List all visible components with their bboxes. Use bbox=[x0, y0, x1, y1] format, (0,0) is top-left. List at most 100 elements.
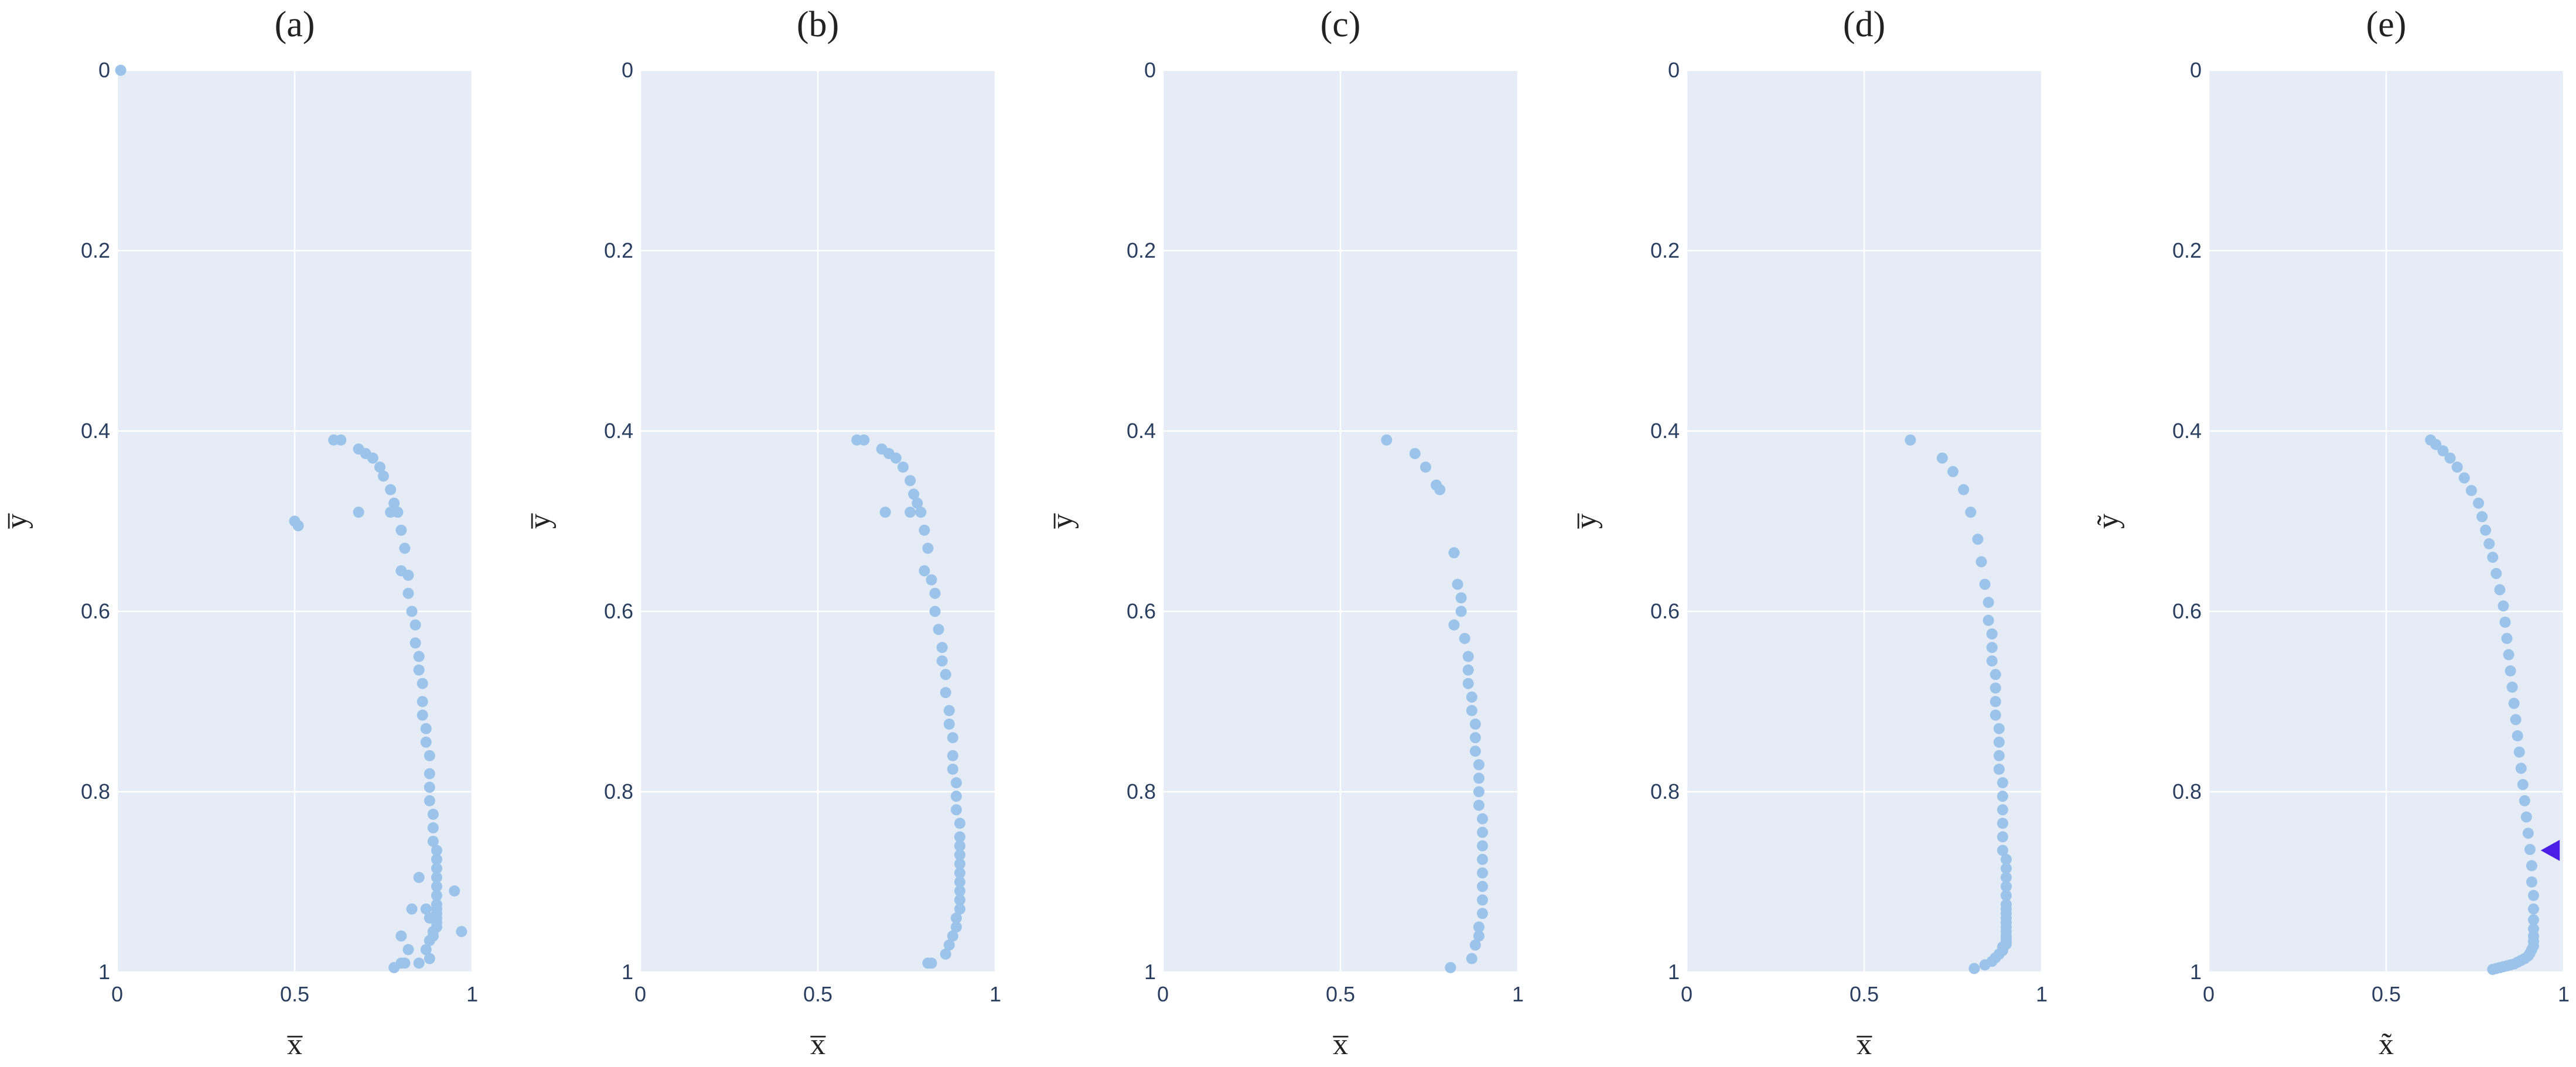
data-point bbox=[388, 962, 400, 973]
data-point bbox=[1473, 759, 1485, 771]
x-tick-label: 1 bbox=[990, 982, 1001, 1006]
panel-c: (c) x̅ y̅ 0 0.5 100.20.40.60.81 bbox=[1046, 5, 1524, 1061]
panel-title: (b) bbox=[797, 5, 839, 45]
data-point bbox=[940, 948, 951, 960]
data-point bbox=[399, 957, 411, 969]
data-point bbox=[1476, 813, 1488, 825]
y-tick-label: 1 bbox=[1668, 960, 1680, 984]
data-point bbox=[395, 524, 407, 536]
data-point bbox=[353, 507, 364, 518]
data-point bbox=[950, 791, 962, 802]
data-point bbox=[2487, 963, 2499, 975]
data-point bbox=[1473, 799, 1485, 811]
data-point bbox=[897, 461, 909, 473]
data-point bbox=[427, 809, 439, 820]
data-point bbox=[2430, 439, 2442, 450]
panel-title: (e) bbox=[2366, 5, 2407, 45]
y-axis-label: y̅ bbox=[523, 513, 557, 529]
data-point bbox=[1990, 682, 2001, 694]
data-point bbox=[2451, 461, 2463, 473]
data-point bbox=[947, 930, 958, 942]
data-point bbox=[1965, 507, 1977, 518]
data-point bbox=[385, 484, 397, 495]
data-point bbox=[413, 957, 425, 969]
y-axis-label: ỹ bbox=[2091, 514, 2125, 529]
data-point bbox=[1905, 434, 1916, 446]
data-point bbox=[424, 795, 435, 806]
data-point bbox=[1455, 606, 1467, 617]
data-point bbox=[1381, 434, 1393, 446]
data-point bbox=[1469, 732, 1481, 744]
data-point bbox=[1476, 867, 1488, 879]
data-point bbox=[1997, 777, 2008, 789]
x-tick-label: 0.5 bbox=[1850, 982, 1879, 1006]
panel-a: (a) x̅ y̅ 0 0.5 100.20.40.60.81 bbox=[0, 5, 478, 1061]
data-point bbox=[2000, 871, 2012, 883]
data-point bbox=[2499, 616, 2511, 628]
data-point bbox=[1993, 764, 2005, 775]
x-tick-label: 0 bbox=[634, 982, 646, 1006]
data-point bbox=[424, 935, 435, 946]
data-point bbox=[2444, 452, 2456, 464]
data-point bbox=[1972, 534, 1984, 545]
data-point bbox=[954, 903, 965, 915]
data-point bbox=[1476, 881, 1488, 892]
data-point bbox=[943, 705, 955, 716]
y-tick-label: 0.4 bbox=[604, 419, 633, 443]
data-point bbox=[1466, 691, 1478, 703]
x-tick-label: 0 bbox=[1681, 982, 1693, 1006]
data-point bbox=[2517, 779, 2529, 791]
data-point bbox=[2000, 890, 2012, 901]
y-tick-label: 0.4 bbox=[1650, 419, 1680, 443]
data-point bbox=[1997, 831, 2008, 843]
gridlines bbox=[1686, 69, 2043, 973]
panel-title: (a) bbox=[275, 5, 315, 45]
data-point bbox=[385, 507, 397, 518]
gridlines bbox=[639, 69, 997, 973]
data-point bbox=[1993, 723, 2005, 734]
data-point bbox=[947, 732, 958, 744]
y-tick-label: 0.2 bbox=[2172, 238, 2202, 262]
data-point bbox=[954, 885, 965, 897]
data-point bbox=[1979, 579, 1991, 590]
data-point bbox=[1990, 709, 2001, 721]
data-point bbox=[929, 606, 941, 617]
data-point bbox=[954, 894, 965, 906]
data-point bbox=[2465, 485, 2477, 497]
data-point bbox=[2527, 914, 2539, 926]
series-0 bbox=[1905, 434, 2012, 974]
data-point bbox=[2497, 600, 2509, 612]
data-point bbox=[406, 606, 418, 617]
y-tick-label: 0.6 bbox=[2172, 599, 2202, 623]
data-point bbox=[954, 849, 965, 861]
data-point bbox=[2520, 811, 2532, 823]
panel-title: (c) bbox=[1321, 5, 1361, 45]
data-point bbox=[420, 736, 432, 748]
data-point bbox=[1936, 452, 1948, 464]
y-tick-label: 0 bbox=[2190, 58, 2202, 82]
data-point bbox=[2000, 881, 2012, 892]
data-point bbox=[1993, 736, 2005, 748]
data-point bbox=[919, 565, 930, 577]
data-point bbox=[424, 953, 435, 965]
data-point bbox=[420, 723, 432, 734]
data-point bbox=[456, 926, 468, 938]
data-point bbox=[1958, 484, 1970, 495]
data-point bbox=[1997, 804, 2008, 816]
x-tick-label: 0 bbox=[2203, 982, 2215, 1006]
data-point bbox=[431, 854, 442, 865]
data-point bbox=[424, 750, 435, 761]
data-point bbox=[950, 912, 962, 924]
data-point bbox=[1979, 959, 1991, 971]
data-point bbox=[950, 804, 962, 816]
data-point bbox=[367, 452, 378, 464]
data-point bbox=[399, 542, 411, 554]
data-point bbox=[424, 781, 435, 793]
y-tick-label: 0.4 bbox=[1127, 419, 1156, 443]
data-point bbox=[2522, 827, 2534, 839]
y-tick-label: 0.6 bbox=[1650, 599, 1680, 623]
data-point bbox=[1459, 632, 1470, 644]
data-point bbox=[922, 542, 934, 554]
data-point bbox=[2513, 746, 2525, 758]
